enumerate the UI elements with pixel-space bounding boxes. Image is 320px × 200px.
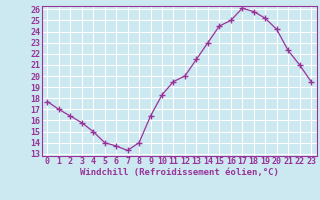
- X-axis label: Windchill (Refroidissement éolien,°C): Windchill (Refroidissement éolien,°C): [80, 168, 279, 177]
